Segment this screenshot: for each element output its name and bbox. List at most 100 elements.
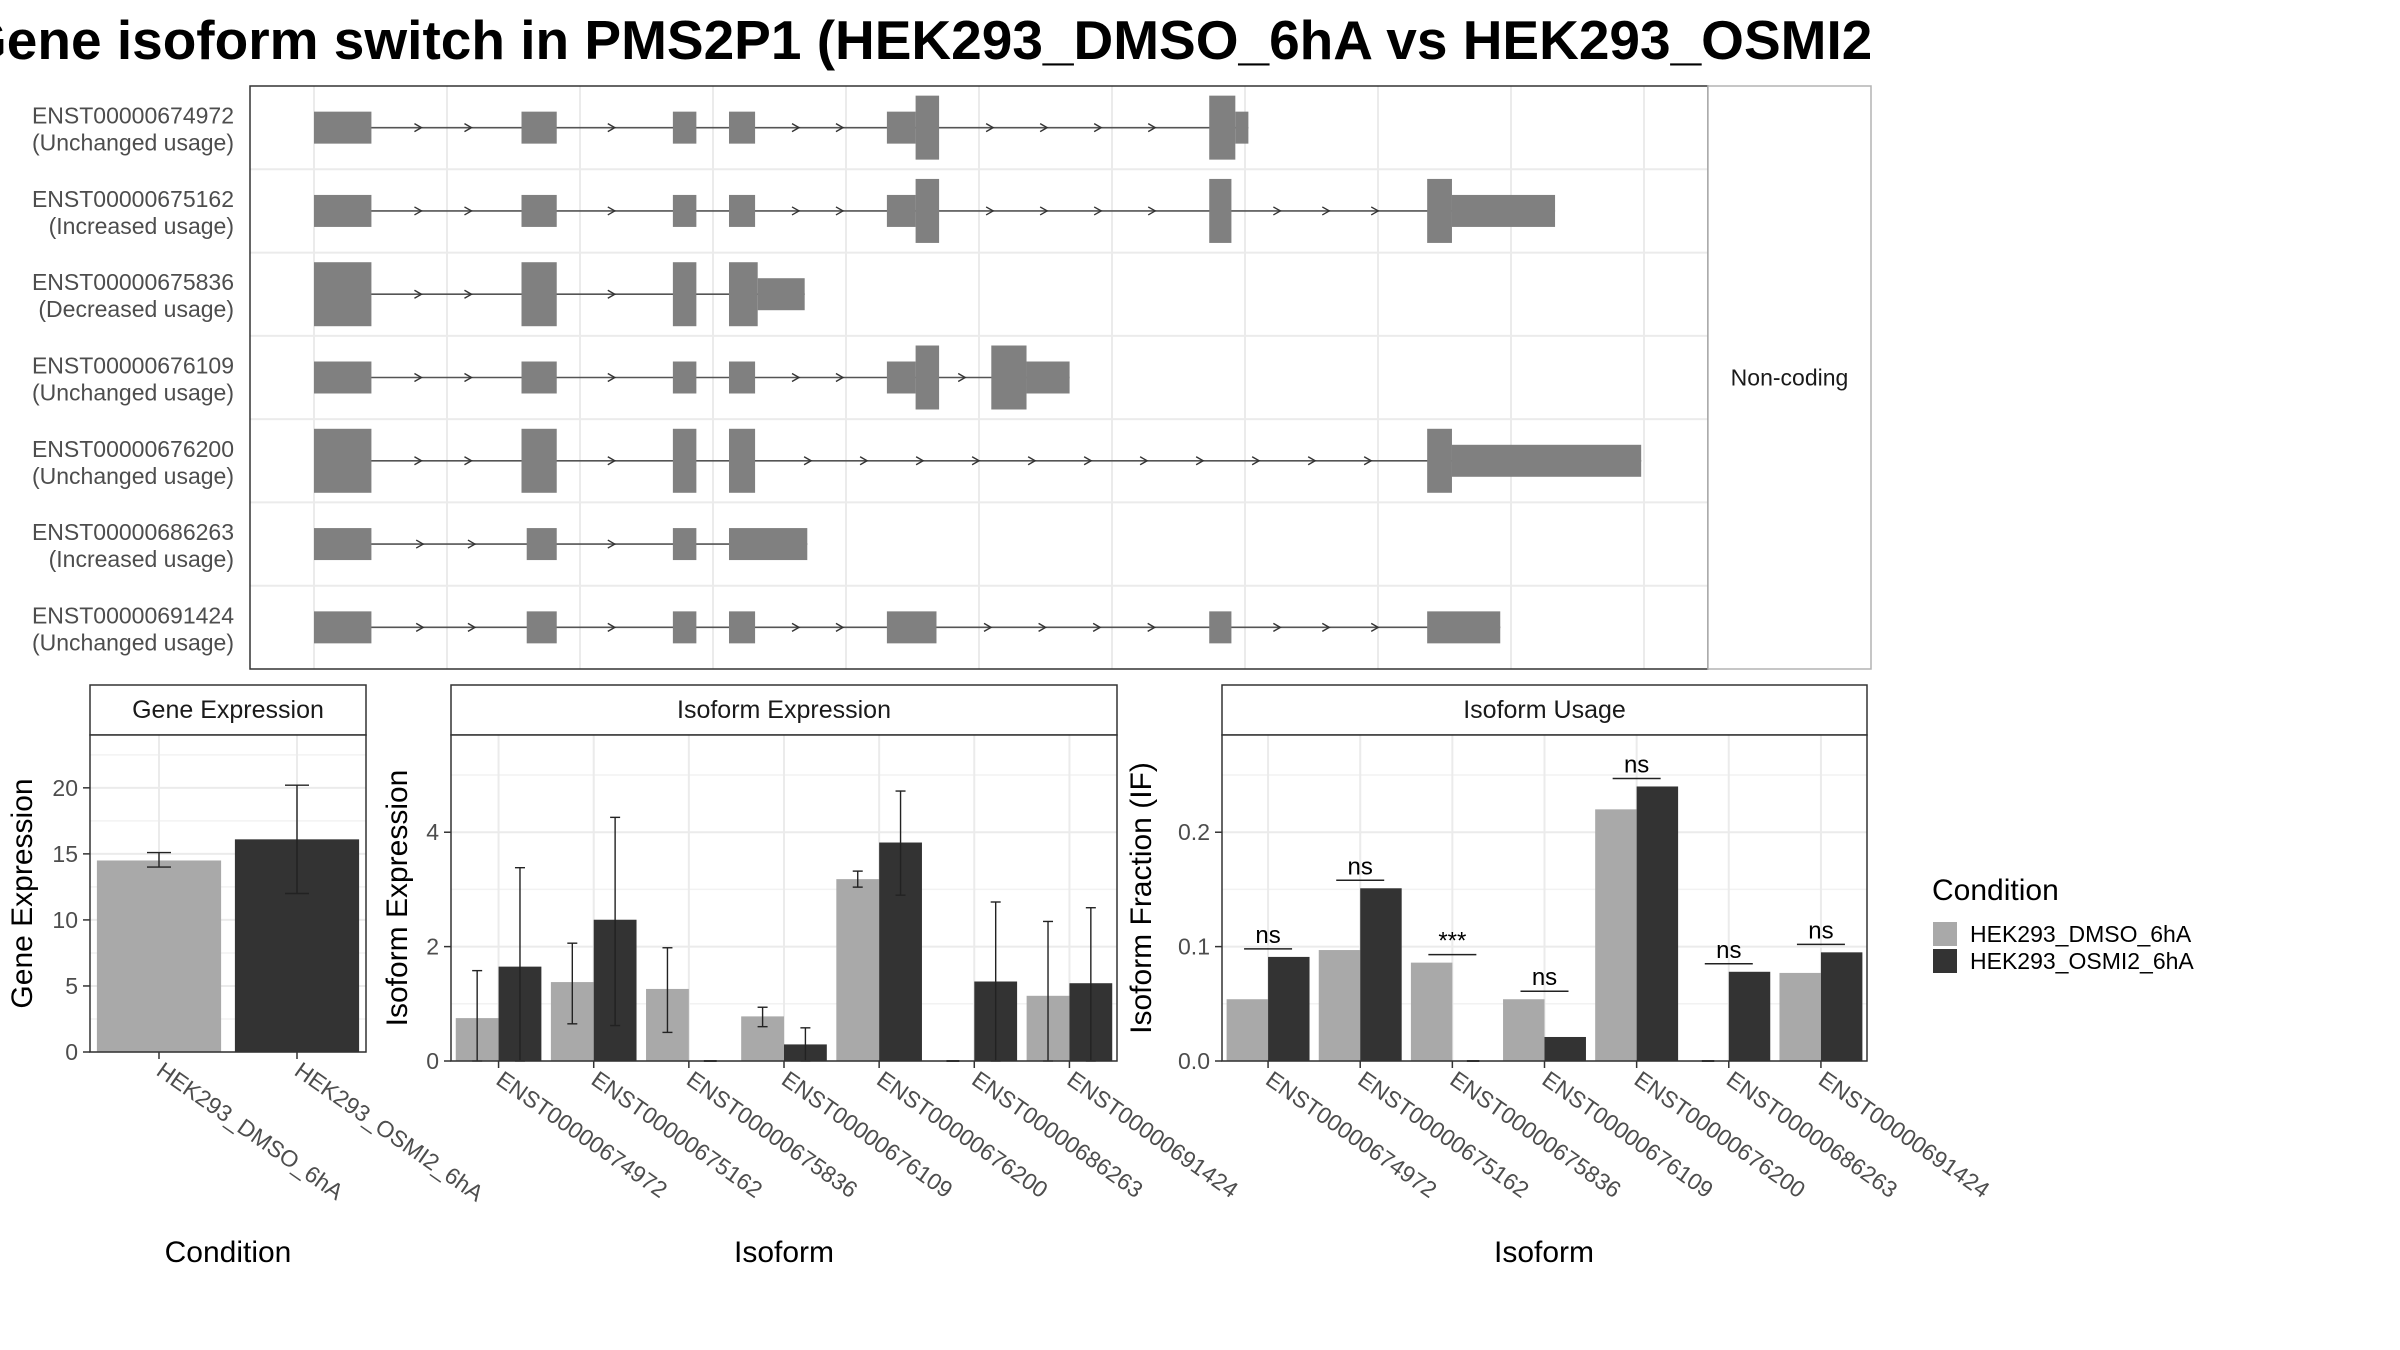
strand-arrow <box>1092 622 1102 632</box>
bar <box>1544 1036 1586 1061</box>
strand-arrow <box>467 622 477 632</box>
bar <box>836 879 880 1061</box>
strand-arrow <box>1370 206 1380 216</box>
strand-arrow <box>464 372 473 383</box>
facet-strip-label: Non-coding <box>1731 365 1849 391</box>
isoform-structure-panel: ENST00000674972(Unchanged usage)ENST0000… <box>32 85 1872 670</box>
exon-block <box>1427 428 1452 493</box>
strand-arrow <box>1273 622 1282 632</box>
exon-block <box>672 528 697 561</box>
strand-arrow <box>607 289 617 299</box>
significance-label: ns <box>1808 917 1833 944</box>
x-tick-label: ENST00000676109 <box>1538 1066 1718 1203</box>
exon-block <box>672 428 697 493</box>
strand-arrow <box>464 123 473 133</box>
legend-title: Condition <box>1932 874 2059 907</box>
isoform-usage-label: (Unchanged usage) <box>32 380 234 406</box>
x-tick-label: ENST00000676109 <box>777 1066 957 1203</box>
strand-arrow <box>1147 123 1157 133</box>
strand-arrow <box>957 372 967 383</box>
isoform-usage-label: (Increased usage) <box>49 546 234 572</box>
exon-block <box>1427 178 1452 243</box>
strand-arrow <box>835 372 845 383</box>
strand-arrow <box>1273 206 1282 216</box>
isoform-id-label: ENST00000676200 <box>32 436 234 462</box>
bar <box>1779 972 1821 1061</box>
x-tick-label: ENST00000686263 <box>1722 1066 1902 1203</box>
exon-block <box>1026 361 1070 394</box>
exon-block <box>886 111 916 144</box>
bar <box>1360 888 1402 1061</box>
y-tick-label: 10 <box>52 907 78 933</box>
exon-block <box>672 194 697 227</box>
bar <box>1318 950 1361 1061</box>
exon-block <box>728 428 756 493</box>
x-tick-label: ENST00000674972 <box>1261 1066 1441 1203</box>
strand-arrow <box>607 622 617 632</box>
exon-block <box>314 611 372 644</box>
exon-block <box>314 361 372 394</box>
strand-arrow <box>414 206 423 216</box>
y-tick-label: 4 <box>426 819 439 845</box>
strand-arrow <box>1321 206 1331 216</box>
exon-block <box>1427 611 1501 644</box>
bar <box>1636 786 1679 1061</box>
panel-strip <box>89 684 367 736</box>
strand-arrow <box>835 206 845 216</box>
x-axis-title: Isoform <box>1494 1236 1594 1269</box>
strand-arrow <box>1093 206 1103 216</box>
strand-arrow <box>415 539 425 549</box>
strand-arrow <box>1307 456 1317 466</box>
bar <box>1226 999 1269 1061</box>
strand-arrow <box>915 456 925 466</box>
strand-arrow <box>1370 622 1380 632</box>
strand-arrow <box>1027 456 1037 466</box>
bar <box>1820 952 1863 1061</box>
strand-arrow <box>464 289 473 299</box>
strand-arrow <box>607 372 617 383</box>
x-tick-label: ENST00000676200 <box>872 1066 1052 1203</box>
significance-label: ns <box>1532 964 1557 991</box>
strand-arrow <box>791 206 801 216</box>
exon-block <box>526 611 557 644</box>
exon-block <box>886 611 937 644</box>
strand-arrow <box>607 456 617 466</box>
exon-block <box>1209 611 1232 644</box>
panel-title: Gene Expression <box>132 696 324 724</box>
facet-strip <box>1707 85 1872 670</box>
strand-arrow <box>415 622 425 632</box>
exon-block <box>757 278 805 311</box>
exon-block <box>728 528 808 561</box>
strand-arrow <box>803 456 813 466</box>
strand-arrow <box>1251 456 1261 466</box>
plot-border <box>89 734 367 1053</box>
exon-block <box>1451 194 1556 227</box>
strand-arrow <box>1147 206 1157 216</box>
isoform-usage-label: (Unchanged usage) <box>32 463 234 489</box>
significance-label: ns <box>1348 853 1373 880</box>
exon-block <box>915 178 940 243</box>
strand-arrow <box>607 123 617 133</box>
y-tick-label: 5 <box>65 973 78 999</box>
strand-arrow <box>835 622 845 632</box>
strand-arrow <box>1139 456 1149 466</box>
strand-arrow <box>1363 456 1373 466</box>
bar <box>1503 999 1545 1061</box>
strand-arrow <box>791 123 801 133</box>
x-tick-label: ENST00000676200 <box>1630 1066 1810 1203</box>
exon-block <box>915 95 940 160</box>
x-tick-label: ENST00000675162 <box>1353 1066 1533 1203</box>
exon-block <box>521 361 557 394</box>
bar <box>96 860 222 1052</box>
isoform-id-label: ENST00000675162 <box>32 186 234 212</box>
x-tick-label: ENST00000675162 <box>587 1066 767 1203</box>
isoform-usage-label: (Unchanged usage) <box>32 629 234 655</box>
strand-arrow <box>835 123 845 133</box>
isoform-usage-label: (Decreased usage) <box>38 296 234 322</box>
bar <box>1728 971 1771 1061</box>
exon-block <box>521 111 557 144</box>
bar <box>1595 809 1637 1061</box>
x-tick-label: ENST00000675836 <box>1445 1066 1625 1203</box>
strand-arrow <box>414 372 423 383</box>
